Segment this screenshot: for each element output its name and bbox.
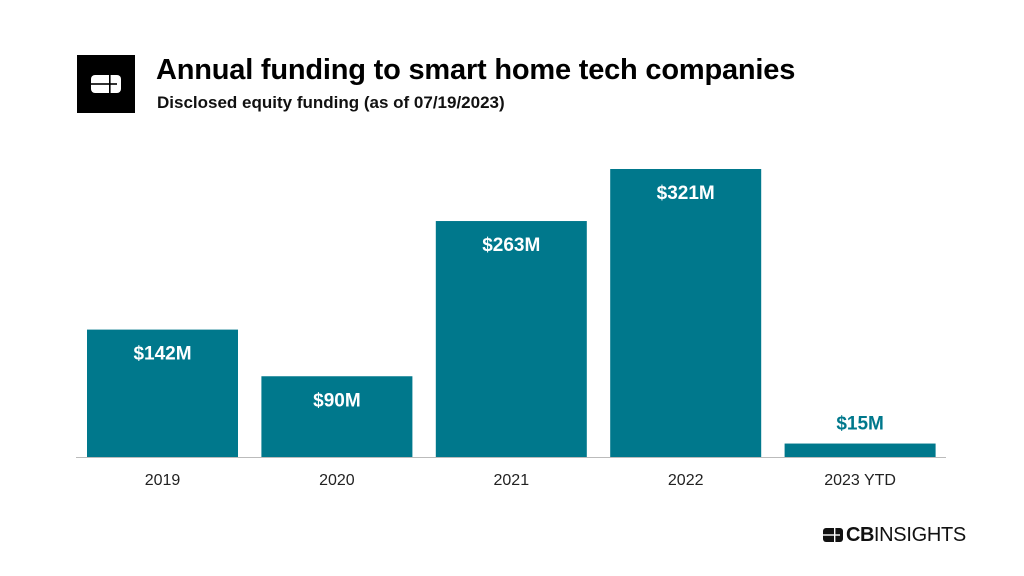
data-label: $90M (313, 390, 361, 411)
data-label: $263M (482, 235, 540, 256)
data-label: $321M (657, 183, 715, 204)
x-tick-label: 2020 (319, 472, 355, 489)
bar-2021 (435, 221, 587, 457)
data-label: $15M (836, 414, 884, 435)
logo-glyph (91, 75, 121, 93)
x-tick-label: 2022 (668, 472, 704, 489)
cb-insights-logo-icon (823, 528, 843, 542)
bars-group (87, 169, 936, 457)
x-tick-label: 2023 YTD (824, 472, 896, 489)
x-tick-label: 2021 (494, 472, 530, 489)
cb-insights-logo-icon (77, 55, 135, 113)
bar-2023-ytd (784, 443, 936, 457)
chart-subtitle: Disclosed equity funding (as of 07/19/20… (157, 93, 505, 112)
brand-name-regular: INSIGHTS (873, 523, 966, 546)
cb-insights-brand: CB INSIGHTS (823, 524, 966, 546)
bar-2020 (261, 376, 413, 457)
x-tick-label: 2019 (145, 472, 181, 489)
chart-title: Annual funding to smart home tech compan… (156, 54, 796, 86)
x-tick-labels-group: 2019 2020 2021 2022 2023 YTD (145, 472, 896, 489)
brand-name-bold: CB (846, 523, 874, 546)
bar-2019 (87, 329, 238, 457)
bar-2022 (610, 169, 762, 457)
data-label: $142M (133, 344, 191, 365)
data-labels-group: $142M $90M $263M $321M $15M (133, 183, 883, 435)
